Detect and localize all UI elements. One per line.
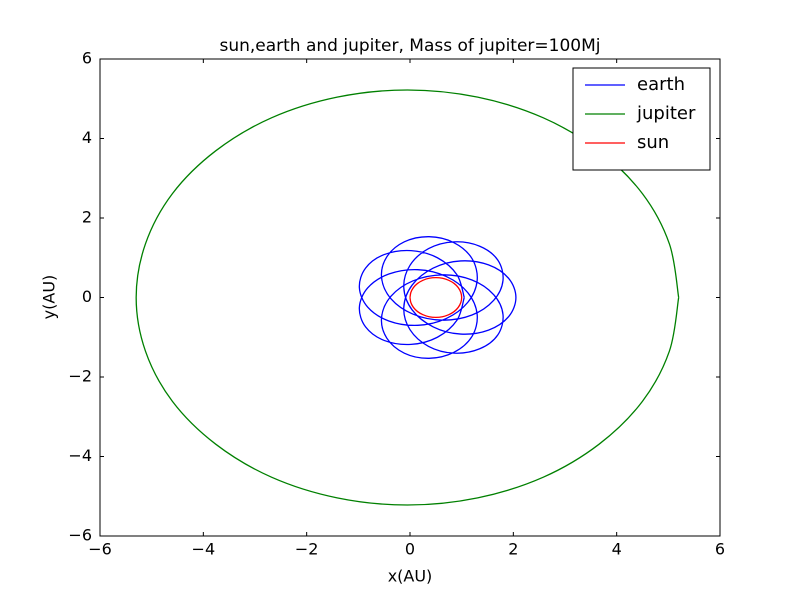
chart-title: sun,earth and jupiter, Mass of jupiter=1…	[219, 36, 600, 56]
y-tick-label: −4	[68, 446, 92, 465]
x-tick-label: 4	[612, 540, 622, 559]
legend-label: jupiter	[636, 103, 696, 124]
y-tick-label: 4	[82, 128, 92, 147]
orbit-line	[409, 276, 463, 319]
legend-label: sun	[637, 132, 669, 153]
x-axis-label: x(AU)	[388, 567, 433, 586]
y-tick-label: 6	[82, 49, 92, 68]
x-tick-label: −6	[88, 540, 112, 559]
y-tick-label: 0	[82, 287, 92, 306]
y-tick-label: −6	[68, 526, 92, 545]
legend-label: earth	[637, 74, 685, 95]
x-tick-label: 6	[715, 540, 725, 559]
orbit-line	[358, 236, 517, 359]
x-tick-label: 2	[508, 540, 518, 559]
x-tick-label: 0	[405, 540, 415, 559]
orbit-line	[135, 89, 680, 506]
x-tick-label: −4	[192, 540, 216, 559]
y-tick-label: −2	[68, 367, 92, 386]
x-tick-label: −2	[295, 540, 319, 559]
y-axis-label: y(AU)	[40, 275, 59, 320]
y-tick-label: 2	[82, 208, 92, 227]
